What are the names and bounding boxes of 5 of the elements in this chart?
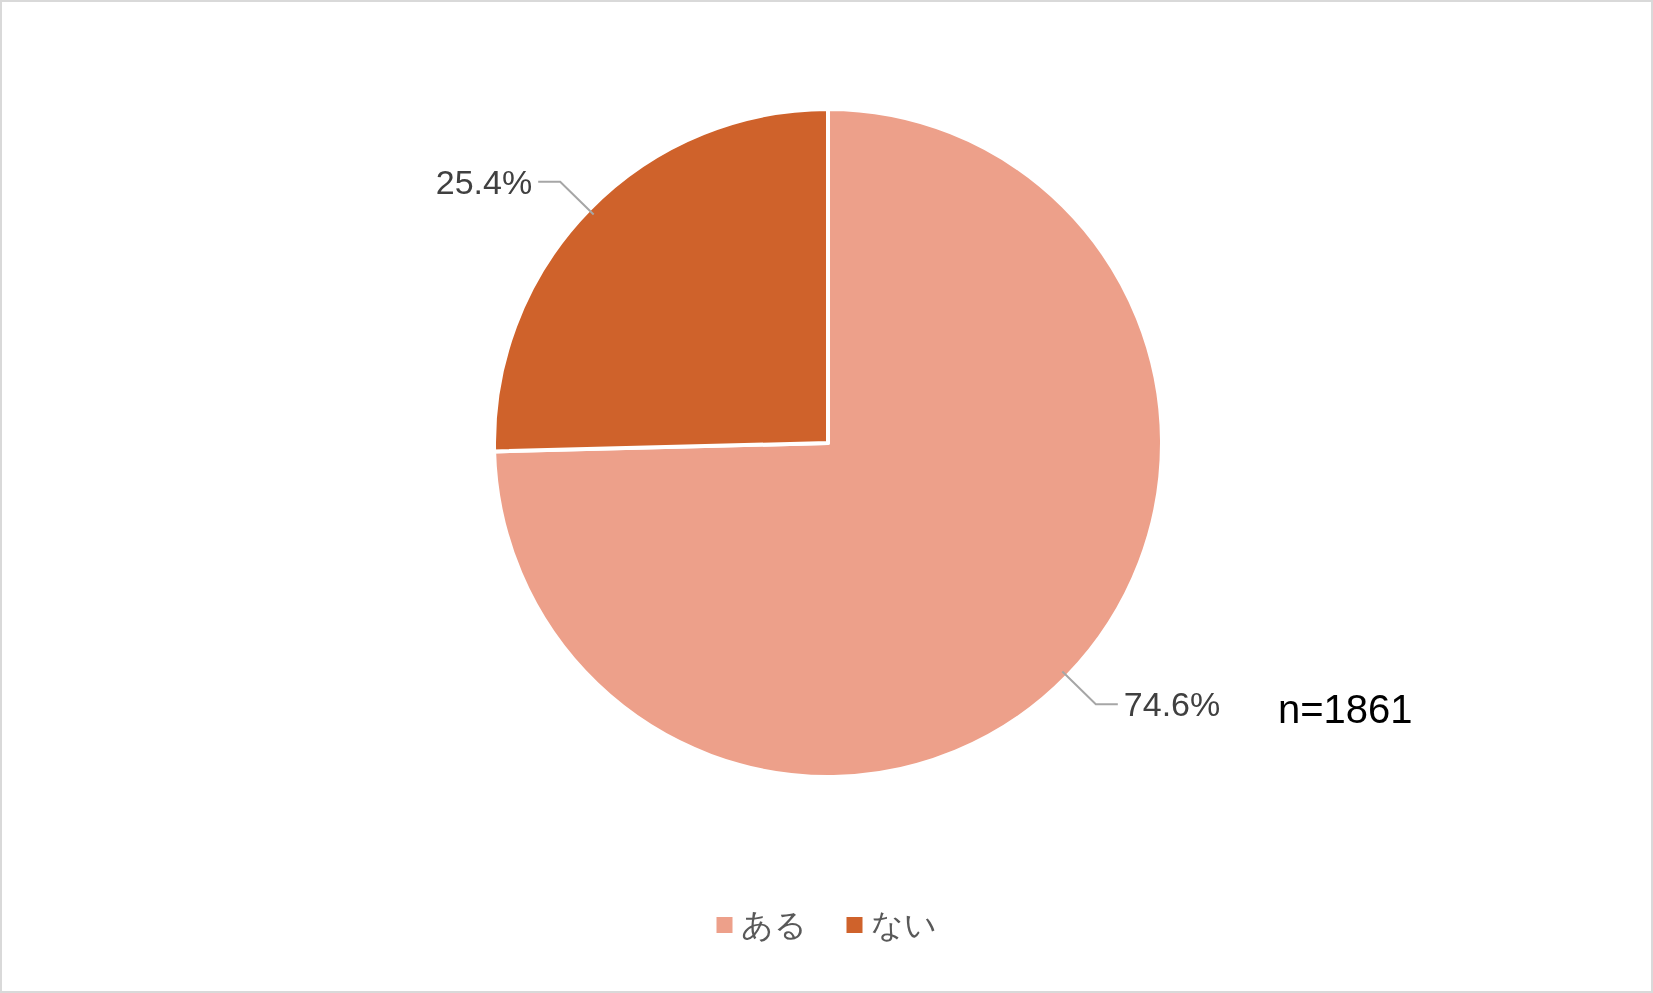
legend-label: ある (740, 907, 807, 943)
data-label: 74.6% (1123, 685, 1221, 724)
legend-label: ない (870, 907, 937, 943)
text: n=1861 (1278, 687, 1413, 731)
data-label: 25.4% (435, 162, 533, 201)
